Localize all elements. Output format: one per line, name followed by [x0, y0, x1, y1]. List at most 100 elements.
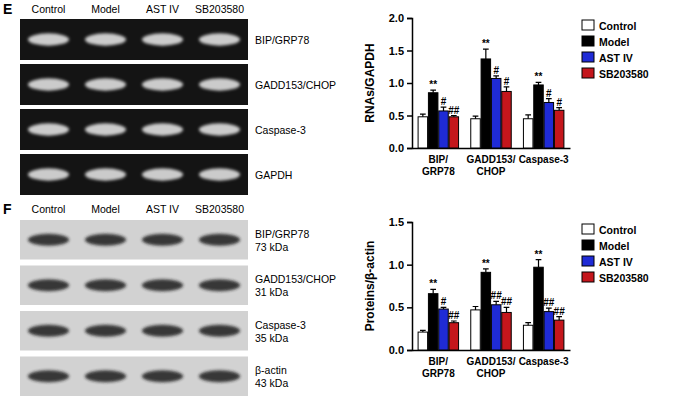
blot-strip [20, 311, 248, 351]
y-tick-mark [407, 222, 412, 224]
blot-band [142, 78, 183, 90]
error-bar [504, 87, 510, 92]
y-axis: 0.0 0.5 1.0 1.5 [389, 216, 413, 356]
y-tick-mark [407, 83, 412, 85]
y-tick-label: 1.5 [389, 216, 404, 228]
plot-marks [418, 260, 564, 350]
y-tick-mark [407, 18, 412, 20]
y-tick-mark [407, 264, 412, 266]
y-tick: 0.5 [389, 301, 412, 313]
error-bar [556, 108, 562, 111]
blot-band [28, 279, 69, 291]
legend-label: Control [599, 20, 636, 32]
figure: EControlModelAST IVSB203580BIP/GRP78GADD… [0, 0, 677, 402]
y-tick-mark [407, 50, 412, 52]
bar [554, 110, 564, 148]
significance-mark: ** [535, 71, 543, 82]
legend-swatch [582, 52, 594, 62]
y-tick-label: 0.0 [389, 142, 404, 154]
blot-band [28, 33, 69, 45]
chart-1: 0.00.51.01.5Proteins/β-actinBIP/GRP78GAD… [363, 216, 649, 378]
bar [491, 78, 501, 148]
bar [471, 119, 481, 148]
legend-label: Model [599, 240, 629, 252]
chart-0: 0.00.51.01.52.0RNAs/GAPDHBIP/GRP78GADD15… [363, 12, 649, 176]
blot-band [142, 33, 183, 45]
blot-band [85, 78, 126, 90]
plot-marks [418, 49, 564, 148]
bar [428, 93, 438, 148]
x-tick-label: BIP/GRP78 [422, 154, 455, 177]
y-tick-label: 1.0 [389, 259, 404, 271]
blot-band [85, 370, 126, 382]
significance-mark: ** [535, 249, 543, 260]
x-axis: BIP/GRP78GADD153/CHOPCaspase-3 [413, 350, 571, 379]
row-label: GADD153/CHOP [255, 79, 336, 91]
panel-letter: E [3, 1, 12, 17]
error-bar [441, 307, 447, 309]
y-tick-label: 1.5 [389, 45, 404, 57]
error-bar [493, 76, 499, 79]
significance-mark: # [504, 76, 510, 87]
blot-band [142, 234, 183, 246]
bar [471, 310, 481, 350]
panel-1: FControlModelAST IVSB203580BIP/GRP7873 k… [3, 201, 336, 396]
row-label: GAPDH [255, 169, 292, 181]
bar [481, 59, 491, 148]
blot-band [28, 234, 69, 246]
legend-item: AST IV [582, 256, 633, 268]
significance-mark: ## [554, 306, 566, 317]
error-bar [451, 321, 457, 323]
lane-label: AST IV [146, 203, 179, 215]
blot-band [28, 78, 69, 90]
blot-band [199, 33, 240, 45]
plot-labels: ******########### [429, 249, 565, 321]
error-bar [473, 116, 479, 119]
row-size: 35 kDa [255, 332, 288, 344]
legend-item: SB203580 [582, 272, 649, 284]
x-tick-label: Caspase-3 [519, 356, 569, 367]
error-bar [473, 306, 479, 309]
blot-band [199, 370, 240, 382]
error-bar [546, 308, 552, 311]
bar [418, 117, 428, 148]
blot-strip [20, 19, 248, 60]
y-tick-label: 1.0 [389, 77, 404, 89]
bar [449, 323, 459, 350]
row-label: GADD153/CHOP [255, 273, 336, 285]
blot-band [142, 168, 183, 180]
y-axis-line [407, 19, 413, 149]
blot-band [85, 123, 126, 135]
y-tick-label: 0.0 [389, 344, 404, 356]
blot-strip [20, 266, 248, 306]
x-tick: GADD153/CHOP [467, 148, 516, 177]
legend-label: SB203580 [599, 68, 649, 80]
x-tick: GADD153/CHOP [467, 350, 516, 379]
error-bar [430, 90, 436, 93]
blot-band [28, 123, 69, 135]
row-label: β-actin [255, 364, 287, 376]
blot-strip [20, 64, 248, 105]
row-label: Caspase-3 [255, 319, 306, 331]
bar [544, 312, 554, 350]
x-axis: BIP/GRP78GADD153/CHOPCaspase-3 [413, 148, 571, 177]
significance-mark: ## [448, 105, 460, 116]
x-tick-label: GADD153/CHOP [467, 154, 516, 177]
y-tick-label: 2.0 [389, 12, 404, 24]
bar [418, 332, 428, 350]
legend-swatch [582, 224, 594, 234]
blot-band [85, 325, 126, 337]
y-tick: 0.5 [389, 110, 412, 122]
y-axis-line [407, 223, 413, 351]
x-tick-label: GADD153/CHOP [467, 356, 516, 379]
error-bar [493, 301, 499, 304]
blot-band [199, 78, 240, 90]
row-label: BIP/GRP78 [255, 228, 309, 240]
significance-mark: # [556, 97, 562, 108]
significance-mark: # [441, 96, 447, 107]
bar [523, 119, 533, 148]
blot-band [85, 279, 126, 291]
blot-band [199, 123, 240, 135]
legend-swatch [582, 240, 594, 250]
legend-item: Model [582, 36, 629, 48]
